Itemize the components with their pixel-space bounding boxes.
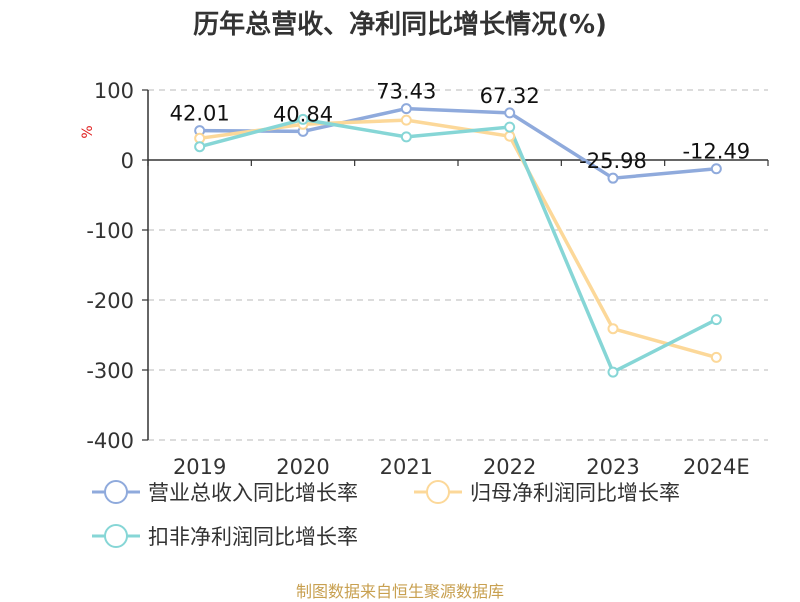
data-label: 42.01 (170, 102, 230, 126)
data-point (297, 113, 309, 125)
series-lines (199, 106, 718, 374)
data-point (504, 107, 516, 119)
y-axis-unit-label: % (80, 125, 96, 138)
data-point (400, 114, 412, 126)
data-label: 40.84 (273, 102, 333, 126)
legend-marker (426, 480, 450, 504)
x-tick-label: 2024E (683, 455, 750, 479)
legend-label: 扣非净利润同比增长率 (148, 525, 358, 549)
data-label: -12.49 (682, 140, 750, 164)
y-tick-label: -100 (86, 219, 134, 243)
data-point (607, 172, 619, 184)
data-label: 73.43 (376, 80, 436, 104)
series-line-2 (199, 117, 718, 374)
x-tick-label: 2019 (173, 455, 226, 479)
data-point (400, 131, 412, 143)
legend-label: 归母净利润同比增长率 (470, 481, 680, 505)
y-tick-label: 100 (94, 79, 134, 103)
y-tick-label: -400 (86, 429, 134, 453)
legend-label: 营业总收入同比增长率 (148, 481, 358, 505)
data-point (504, 130, 516, 142)
source-footer: 制图数据来自恒生聚源数据库 (295, 582, 504, 601)
y-tick-label: 0 (121, 149, 134, 173)
y-tick-label: -200 (86, 289, 134, 313)
series-points (194, 103, 722, 378)
x-tick-label: 2023 (586, 455, 639, 479)
axes (147, 90, 768, 440)
data-point (194, 141, 206, 153)
data-point (504, 121, 516, 133)
data-point (710, 163, 722, 175)
data-point (607, 366, 619, 378)
legend-marker (104, 524, 128, 548)
y-tick-label: -300 (86, 359, 134, 383)
series-line-1 (199, 118, 717, 360)
x-tick-label: 2021 (380, 455, 433, 479)
x-axis-ticks: 2019 2020 2021 2022 2023 2024E (147, 160, 769, 479)
data-labels: 42.01 40.84 73.43 67.32 -25.98 -12.49 (170, 80, 751, 174)
data-point (710, 314, 722, 326)
x-tick-label: 2020 (276, 455, 329, 479)
data-point (710, 351, 722, 363)
data-label: -25.98 (579, 149, 647, 173)
x-tick-label: 2022 (483, 455, 536, 479)
grid-lines (148, 89, 768, 441)
data-point (607, 323, 619, 335)
chart-title: 历年总营收、净利同比增长情况(%) (193, 10, 607, 40)
legend-marker (104, 480, 128, 504)
data-label: 67.32 (480, 84, 540, 108)
data-point (400, 103, 412, 115)
y-axis-ticks: 100 0 -100 -200 -300 -400 (86, 79, 148, 453)
series-line-0 (199, 106, 717, 180)
